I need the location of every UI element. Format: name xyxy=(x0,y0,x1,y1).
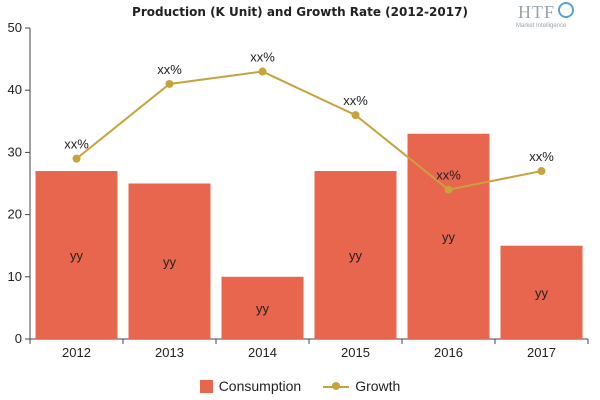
legend-item-consumption: Consumption xyxy=(199,378,302,394)
growth-point-2015 xyxy=(351,111,360,120)
bar-data-label: yy xyxy=(535,285,549,300)
bar-2017 xyxy=(500,245,583,339)
x-tick-label: 2016 xyxy=(434,345,463,360)
growth-point-2012 xyxy=(72,154,81,163)
growth-point-2013 xyxy=(165,79,174,88)
legend-label-consumption: Consumption xyxy=(218,378,302,394)
y-tick-label: 10 xyxy=(8,269,22,284)
y-tick-label: 30 xyxy=(8,144,22,159)
y-tick-label: 50 xyxy=(8,20,22,35)
bar-2012 xyxy=(35,171,118,339)
chart-title: Production (K Unit) and Growth Rate (201… xyxy=(132,5,468,19)
legend-label-growth: Growth xyxy=(355,378,401,394)
chart-legend: Consumption Growth xyxy=(0,378,600,394)
growth-data-label: xx% xyxy=(250,50,275,65)
production-chart: 0 10 20 30 40 50 2012 yy 2013 yy 2014 yy 2015 yy 2016 y… xyxy=(8,20,589,360)
legend-swatch-growth xyxy=(323,380,350,393)
y-tick-label: 20 xyxy=(8,207,22,222)
bar-data-label: yy xyxy=(442,229,456,244)
legend-swatch-consumption xyxy=(199,379,213,393)
x-tick-label: 2012 xyxy=(62,345,91,360)
logo-tagline: Market Intelligence xyxy=(516,23,567,29)
growth-line xyxy=(75,70,542,191)
bar-data-label: yy xyxy=(256,301,270,316)
growth-point-2014 xyxy=(258,67,267,76)
growth-data-label: xx% xyxy=(529,149,554,164)
y-tick-label: 0 xyxy=(15,331,22,346)
bar-2014 xyxy=(221,276,304,339)
growth-data-label: xx% xyxy=(343,93,368,108)
bar-data-label: yy xyxy=(349,248,363,263)
bar-data-label: yy xyxy=(163,254,177,269)
bar-2013 xyxy=(128,183,211,339)
bar-data-label: yy xyxy=(70,248,84,263)
bar-2015 xyxy=(314,171,397,339)
growth-data-label: xx% xyxy=(64,137,89,152)
growth-data-label: xx% xyxy=(436,168,461,183)
x-tick-label: 2017 xyxy=(527,345,556,360)
growth-point-2016 xyxy=(444,185,453,194)
x-tick-label: 2014 xyxy=(248,345,277,360)
x-tick-label: 2013 xyxy=(155,345,184,360)
htf-logo: HTF Market Intelligence xyxy=(514,0,586,34)
y-tick-label: 40 xyxy=(8,82,22,97)
x-tick-label: 2015 xyxy=(341,345,370,360)
growth-data-label: xx% xyxy=(157,62,182,77)
legend-item-growth: Growth xyxy=(323,378,400,394)
globe-icon xyxy=(558,2,574,18)
logo-brand: HTF xyxy=(518,2,556,22)
growth-point-2017 xyxy=(537,167,546,176)
